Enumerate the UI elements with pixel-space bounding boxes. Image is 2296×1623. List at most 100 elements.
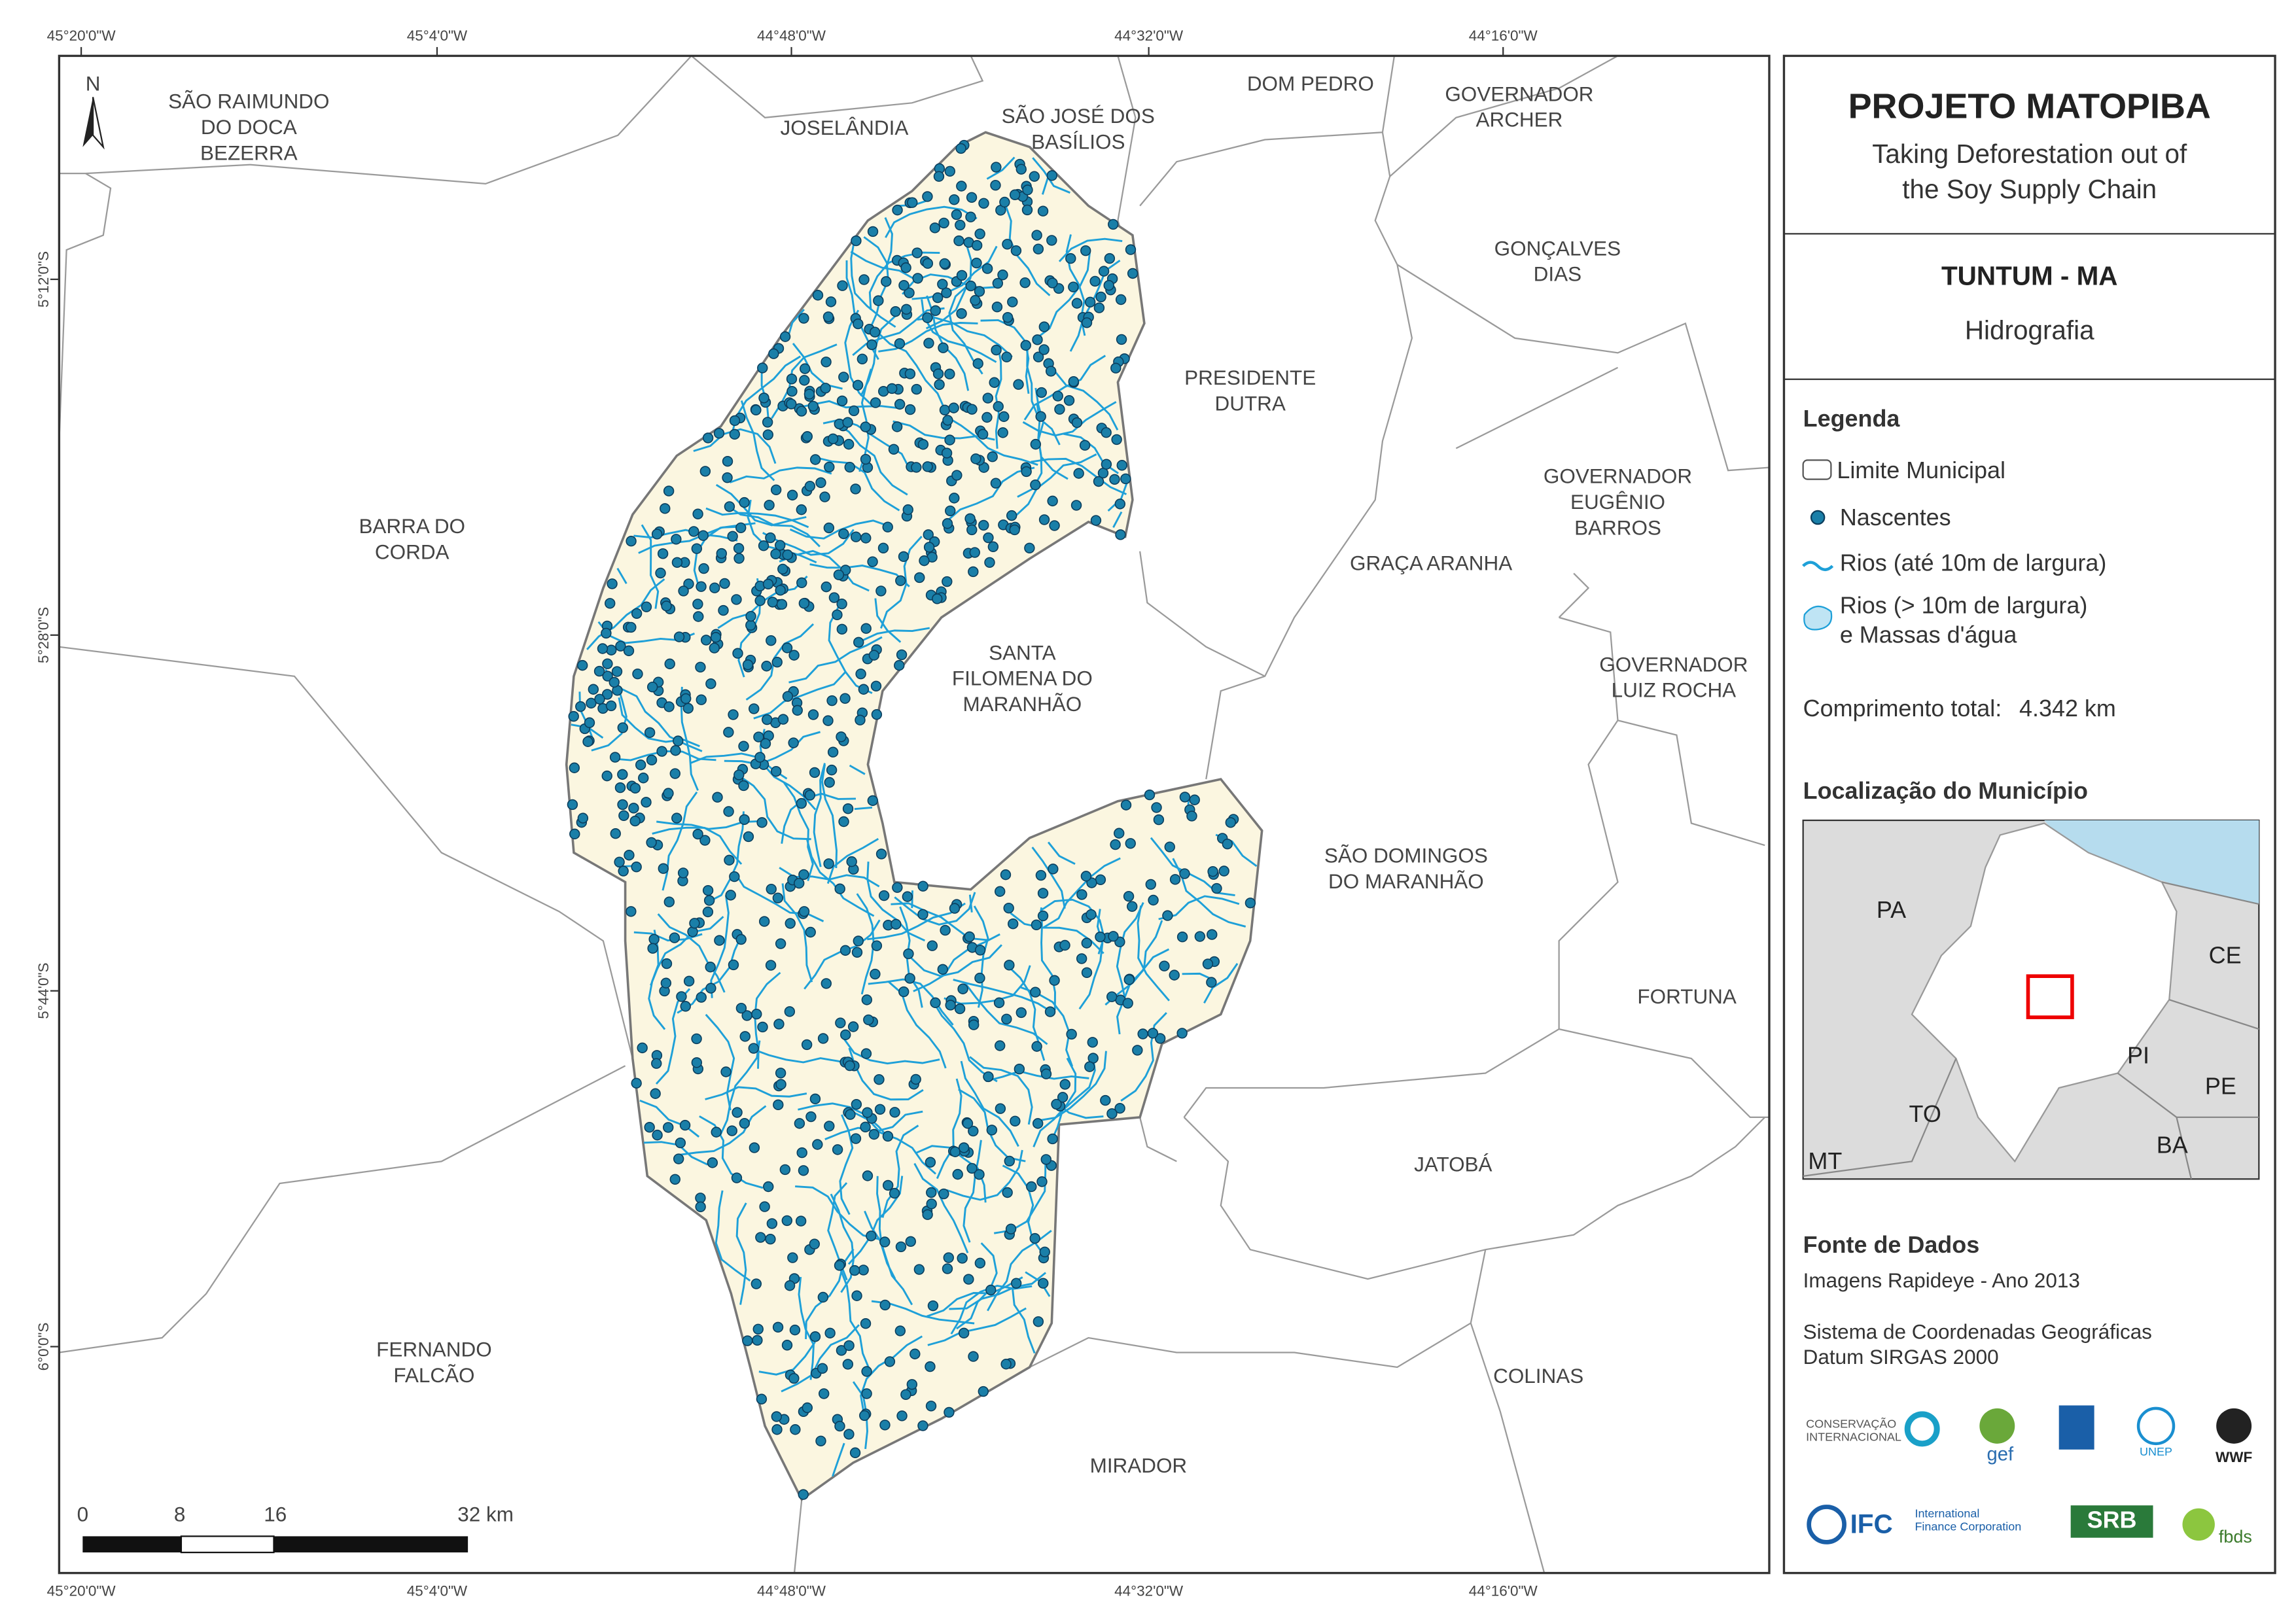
spring [1002, 1187, 1013, 1198]
spring [677, 867, 689, 879]
spring [651, 1058, 662, 1069]
legend-item: Nascentes [1840, 504, 1951, 531]
spring [731, 1172, 743, 1183]
spring [696, 694, 707, 705]
spring [794, 1118, 805, 1129]
spring [902, 891, 913, 902]
river [679, 1105, 767, 1156]
spring [1218, 865, 1229, 877]
tuntum-boundary [565, 131, 1263, 1501]
spring [943, 1252, 954, 1263]
spring [809, 454, 821, 465]
spring [1115, 294, 1127, 305]
x-coord-label: 44°16'0"W [1469, 1583, 1538, 1599]
spring [1036, 387, 1047, 398]
river [789, 519, 891, 540]
river [876, 1176, 896, 1280]
spring [772, 1321, 784, 1333]
spring [771, 1411, 783, 1422]
spring [1123, 974, 1135, 985]
spring [910, 1348, 921, 1359]
source-line: Imagens Rapideye - Ano 2013 [1803, 1269, 2080, 1292]
river [578, 691, 595, 742]
spring [1016, 1007, 1027, 1019]
spring [904, 973, 915, 984]
spring [866, 1230, 877, 1242]
spring [695, 1193, 706, 1204]
spring [1059, 1079, 1070, 1090]
spring [702, 884, 714, 896]
spring [766, 883, 777, 895]
spring [819, 491, 830, 502]
spring [692, 828, 703, 840]
river [830, 1193, 855, 1293]
spring [751, 404, 762, 415]
river [618, 697, 700, 748]
spring [827, 433, 839, 445]
spring [729, 415, 741, 427]
spring [822, 715, 834, 726]
spring [1073, 468, 1084, 479]
spring [1070, 500, 1082, 511]
side-panel [1782, 54, 2276, 1575]
spring [1032, 1118, 1044, 1129]
spring [986, 1125, 998, 1136]
spring [884, 1356, 896, 1367]
x-coord-label: 45°4'0"W [407, 27, 468, 44]
spring [777, 563, 788, 575]
spring [1087, 1037, 1098, 1048]
spring [835, 1017, 846, 1028]
spring [575, 701, 586, 712]
river [705, 1086, 807, 1100]
spring [838, 816, 849, 828]
spring [817, 1363, 828, 1374]
river [881, 1125, 919, 1218]
spring [722, 455, 733, 467]
spring [850, 1133, 862, 1144]
spring [939, 404, 951, 415]
municipality-label: JATOBÁ [1414, 1153, 1492, 1176]
spring [726, 1125, 737, 1136]
spring [1106, 1108, 1118, 1119]
spring [742, 1335, 753, 1346]
spring [1071, 298, 1083, 309]
spring [1033, 351, 1044, 362]
river [724, 731, 821, 765]
spring [719, 578, 730, 589]
spring [632, 668, 643, 680]
spring [1151, 802, 1162, 813]
spring [739, 497, 750, 508]
spring [1014, 1064, 1025, 1075]
spring [937, 964, 948, 975]
spring [926, 1198, 937, 1210]
spring [912, 273, 923, 284]
spring [879, 1420, 891, 1431]
spring [754, 752, 766, 763]
spring [907, 197, 918, 208]
location-box [2026, 974, 2074, 1019]
spring [900, 1389, 911, 1400]
spring [1098, 266, 1110, 277]
spring [968, 1019, 980, 1030]
inset-map [1802, 819, 2260, 1180]
spring [990, 478, 1002, 489]
river [868, 978, 954, 1026]
river [843, 1038, 940, 1065]
spring [858, 684, 870, 695]
spring [647, 943, 658, 954]
y-coord-label: 5°12'0"S [35, 251, 52, 307]
x-coord-label: 44°32'0"W [1114, 27, 1184, 44]
river [948, 283, 983, 375]
spring [773, 1099, 784, 1111]
spring [957, 983, 968, 994]
spring [1009, 524, 1020, 536]
spring [753, 731, 764, 742]
spring [618, 810, 629, 821]
river [828, 606, 873, 694]
river [1112, 511, 1123, 529]
spring [733, 543, 745, 554]
spring [1038, 344, 1050, 355]
spring [602, 671, 613, 682]
spring [703, 895, 715, 906]
spring [922, 258, 934, 269]
